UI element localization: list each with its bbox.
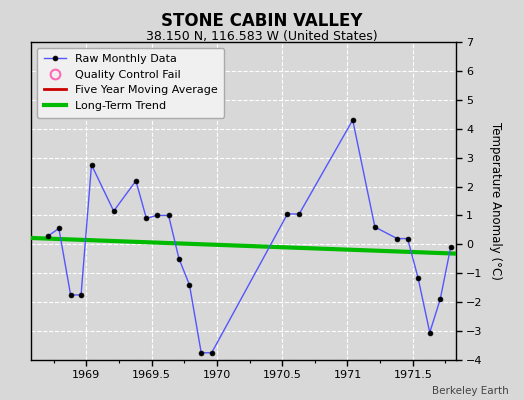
Text: 38.150 N, 116.583 W (United States): 38.150 N, 116.583 W (United States): [146, 30, 378, 43]
Raw Monthly Data: [143, 216, 149, 221]
Raw Monthly Data: [154, 213, 160, 218]
Raw Monthly Data: [437, 297, 443, 302]
Raw Monthly Data: [176, 256, 182, 261]
Raw Monthly Data: [447, 245, 454, 250]
Raw Monthly Data: [111, 209, 117, 214]
Raw Monthly Data: [45, 233, 51, 238]
Raw Monthly Data: [89, 162, 95, 167]
Raw Monthly Data: [296, 212, 302, 216]
Raw Monthly Data: [56, 226, 62, 231]
Raw Monthly Data: [68, 292, 74, 297]
Line: Raw Monthly Data: Raw Monthly Data: [46, 118, 453, 355]
Raw Monthly Data: [187, 282, 193, 287]
Raw Monthly Data: [372, 225, 378, 230]
Raw Monthly Data: [415, 275, 421, 280]
Raw Monthly Data: [394, 236, 400, 241]
Raw Monthly Data: [209, 350, 215, 355]
Raw Monthly Data: [133, 178, 139, 183]
Legend: Raw Monthly Data, Quality Control Fail, Five Year Moving Average, Long-Term Tren: Raw Monthly Data, Quality Control Fail, …: [37, 48, 224, 118]
Raw Monthly Data: [284, 212, 290, 216]
Raw Monthly Data: [198, 350, 204, 355]
Y-axis label: Temperature Anomaly (°C): Temperature Anomaly (°C): [489, 122, 502, 280]
Raw Monthly Data: [427, 330, 433, 335]
Raw Monthly Data: [166, 213, 172, 218]
Raw Monthly Data: [405, 236, 411, 241]
Text: Berkeley Earth: Berkeley Earth: [432, 386, 508, 396]
Raw Monthly Data: [78, 292, 84, 297]
Raw Monthly Data: [350, 118, 356, 122]
Text: STONE CABIN VALLEY: STONE CABIN VALLEY: [161, 12, 363, 30]
